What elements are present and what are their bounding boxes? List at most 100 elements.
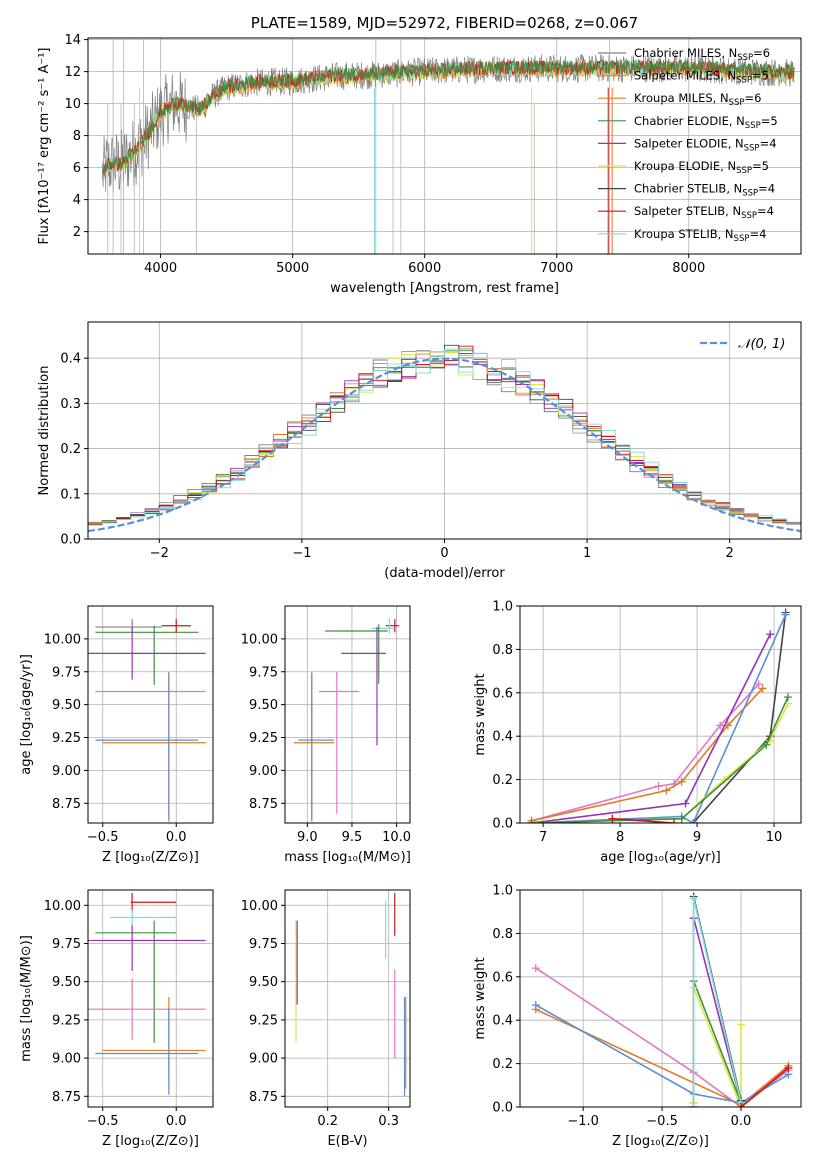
panel-mass_vs_Z: −0.5 0.0 8.75 9.00 9.25 9.50 9.75 10.00 Z [log₁₀… <box>19 889 214 1149</box>
y-axis-label: age [log₁₀(age/yr)] <box>19 654 34 775</box>
x-tick-label: −0.5 <box>646 1114 678 1129</box>
series-line-salpeter_elodie <box>692 918 742 1107</box>
y-tick-label: 10 <box>64 97 81 112</box>
data-point-marker <box>531 964 540 973</box>
x-tick-label: 7 <box>539 830 547 845</box>
x-tick-label: 1 <box>583 546 591 561</box>
legend-label: Salpeter STELIB, NSSP=4 <box>634 204 774 221</box>
x-tick-label: 7000 <box>540 261 573 276</box>
y-tick-label: 9.50 <box>249 698 278 713</box>
y-tick-label: 0.4 <box>60 352 81 367</box>
data-point-marker <box>654 782 663 791</box>
x-tick-label: −2 <box>150 546 169 561</box>
x-tick-label: −0.5 <box>87 1114 119 1129</box>
x-tick-label: 6000 <box>408 261 441 276</box>
series-line-blue <box>535 1004 789 1104</box>
y-tick-label: 9.50 <box>52 698 81 713</box>
x-tick-label: 5000 <box>276 261 309 276</box>
y-tick-label: 9.00 <box>249 1052 278 1067</box>
series-line-kroupa_miles <box>531 687 764 822</box>
x-tick-label: 8000 <box>672 261 705 276</box>
y-tick-label: 0.1 <box>60 487 81 502</box>
data-point-marker <box>677 814 686 823</box>
y-axis-label: mass weight <box>473 957 488 1039</box>
data-point-marker <box>689 1103 698 1107</box>
y-tick-label: 9.25 <box>52 731 81 746</box>
y-tick-label: 0.3 <box>60 397 81 412</box>
axes-frame <box>519 605 802 824</box>
y-tick-label: 9.00 <box>52 1052 81 1067</box>
y-tick-label: 12 <box>64 65 81 80</box>
axes-frame <box>284 605 411 824</box>
y-tick-label: 0.2 <box>492 773 513 788</box>
y-tick-label: 10.00 <box>241 632 278 647</box>
panel-age_vs_Z: −0.5 0.0 8.75 9.00 9.25 9.50 9.75 10.00 Z [log₁₀… <box>19 605 214 865</box>
legend-label: Kroupa ELODIE, NSSP=5 <box>634 159 769 176</box>
y-tick-label: 9.25 <box>52 1013 81 1028</box>
y-tick-label: 0.6 <box>492 686 513 701</box>
y-axis-label: Flux [fλ10⁻¹⁷ erg cm⁻² s⁻¹ A⁻¹] <box>37 48 52 245</box>
panel-residuals: −2 −1 0 1 2 0.0 0.1 0.2 0.3 0.4 (data-model)/error… <box>37 321 802 581</box>
data-point-marker <box>527 819 536 823</box>
x-axis-label: (data-model)/error <box>384 566 505 581</box>
data-point-marker <box>783 693 792 702</box>
x-axis-label: Z [log₁₀(Z/Z⊙)] <box>612 1134 709 1149</box>
y-tick-label: 0.0 <box>492 1101 513 1116</box>
plot-area <box>88 893 206 1095</box>
series-line-chabrier_elodie <box>531 696 789 823</box>
y-tick-label: 9.00 <box>249 764 278 779</box>
normal-distribution-curve <box>88 357 801 533</box>
x-tick-label: 0.0 <box>731 1114 752 1129</box>
y-axis-label: Normed distribution <box>37 366 52 496</box>
y-tick-label: 8 <box>73 129 81 144</box>
series-line-kroupa_elodie <box>531 703 789 823</box>
histogram-kroupa_stelib <box>88 348 801 526</box>
data-point-marker <box>669 819 678 823</box>
panel-mw_vs_Z: −1.0 −0.5 0.0 0.0 0.2 0.4 0.6 0.8 1.0 Z [log₁₀(Z/… <box>473 884 802 1149</box>
histogram-salpeter_stelib <box>88 345 801 526</box>
data-point-marker <box>608 814 617 823</box>
data-point-marker <box>754 680 763 689</box>
y-tick-label: 1.0 <box>492 600 513 615</box>
legend-label: Kroupa STELIB, NSSP=4 <box>634 227 766 244</box>
x-tick-label: −0.5 <box>87 830 119 845</box>
panel-age_vs_mass: 9.0 9.5 10.0 8.75 9.00 9.25 9.50 9.75 10.00 mass … <box>241 605 411 865</box>
plot-area <box>88 344 801 533</box>
x-tick-label: 10 <box>766 830 783 845</box>
series-line-blue <box>531 614 787 823</box>
legend-label: 𝒩(0, 1) <box>738 337 785 352</box>
axes-frame <box>87 37 802 255</box>
x-tick-label: 0 <box>440 546 448 561</box>
x-tick-label: 0.0 <box>166 1114 187 1129</box>
legend-label: Chabrier STELIB, NSSP=4 <box>634 182 775 199</box>
axes-frame <box>284 889 411 1108</box>
y-tick-label: 8.75 <box>52 1090 81 1105</box>
x-tick-label: 10.0 <box>382 830 411 845</box>
x-axis-label: wavelength [Angstrom, rest frame] <box>330 281 559 296</box>
x-tick-label: 9.5 <box>342 830 363 845</box>
x-tick-label: 9.0 <box>297 830 318 845</box>
x-tick-label: −1.0 <box>567 1114 599 1129</box>
panel-mass_vs_ebv: 0.2 0.3 8.75 9.00 9.25 9.50 9.75 10.00 E(B-V) <box>241 889 411 1149</box>
data-point-marker <box>737 1103 746 1107</box>
y-tick-label: 0.4 <box>492 1014 513 1029</box>
y-tick-label: 10.00 <box>44 632 81 647</box>
y-tick-label: 0.8 <box>492 927 513 942</box>
plot-area <box>293 617 400 822</box>
data-point-marker <box>677 777 686 786</box>
data-point-marker <box>762 740 771 749</box>
axes-frame <box>87 605 214 824</box>
x-axis-label: E(B-V) <box>327 1134 367 1149</box>
chart-title: PLATE=1589, MJD=52972, FIBERID=0268, z=0… <box>251 14 638 32</box>
data-point-marker <box>681 799 690 808</box>
legend-label: Chabrier MILES, NSSP=6 <box>634 46 770 63</box>
y-tick-label: 0.8 <box>492 643 513 658</box>
legend-label: Chabrier ELODIE, NSSP=5 <box>634 114 778 131</box>
axes-frame <box>87 321 802 540</box>
plot-area <box>527 608 792 823</box>
y-tick-label: 6 <box>73 161 81 176</box>
y-tick-label: 9.00 <box>52 764 81 779</box>
x-tick-label: 4000 <box>144 261 177 276</box>
model-spectrum-chabrier_elodie <box>102 59 795 179</box>
